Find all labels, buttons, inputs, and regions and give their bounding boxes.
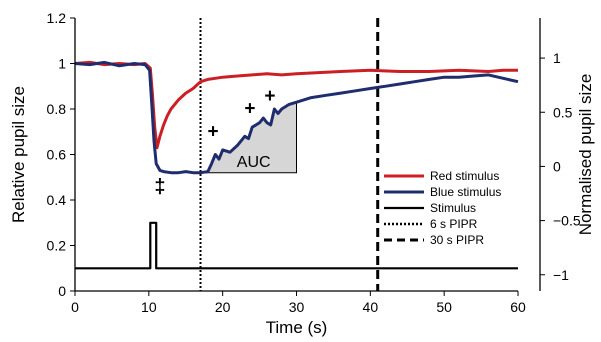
x-tick-label: 50 [436,299,452,315]
significance-plus: + [244,99,255,120]
significance-plus: + [264,86,275,107]
y-axis-title-left: Relative pupil size [9,86,28,223]
y-tick-label-right: 0 [553,158,561,174]
x-axis-title: Time (s) [266,318,328,337]
y-tick-label-right: −1 [553,267,569,283]
x-tick-label: 30 [289,299,305,315]
y-tick-label-right: −0.5 [553,213,581,229]
legend-label-30-s-pipr: 30 s PIPR [430,233,484,247]
significance-plus: + [208,121,219,142]
legend: Red stimulus Blue stimulus Stimulus 6 s PIP… [384,169,501,247]
series-line-stimulus [75,221,518,270]
legend-label-stimulus: Stimulus [430,201,476,215]
x-tick-label: 0 [71,299,79,315]
auc-label: AUC [237,154,271,171]
y-tick-label-left: 0 [58,283,66,299]
legend-label-blue-stimulus: Blue stimulus [430,185,501,199]
legend-label-red-stimulus: Red stimulus [430,169,499,183]
x-tick-label: 60 [510,299,526,315]
y-tick-label-left: 0.8 [47,101,67,117]
x-tick-label: 40 [363,299,379,315]
y-axis-title-right: Normalised pupil size [576,74,595,236]
series-line-blue-stimulus [74,60,519,175]
axes: 0 10 20 30 40 50 60 0 0.2 0.4 0.6 0.8 1 1.2 −1 −0.5 0 0.5… [9,10,595,337]
y-tick-label-left: 0.2 [47,238,67,254]
pipr-markers [199,18,380,291]
y-tick-label-right: 1 [553,50,561,66]
y-tick-label-left: 1.2 [47,10,67,26]
x-tick-label: 10 [141,299,157,315]
legend-label-6-s-pipr: 6 s PIPR [430,217,478,231]
y-tick-label-left: 1 [58,56,66,72]
series-line-red-stimulus [74,60,518,150]
y-tick-label-left: 0.6 [47,147,67,163]
x-tick-label: 20 [215,299,231,315]
series-lines [74,60,519,270]
y-tick-label-left: 0.4 [47,192,67,208]
significance-double-dagger: ‡ [154,176,165,198]
y-tick-label-right: 0.5 [553,104,573,120]
annotations: ‡ + + + [154,86,275,198]
